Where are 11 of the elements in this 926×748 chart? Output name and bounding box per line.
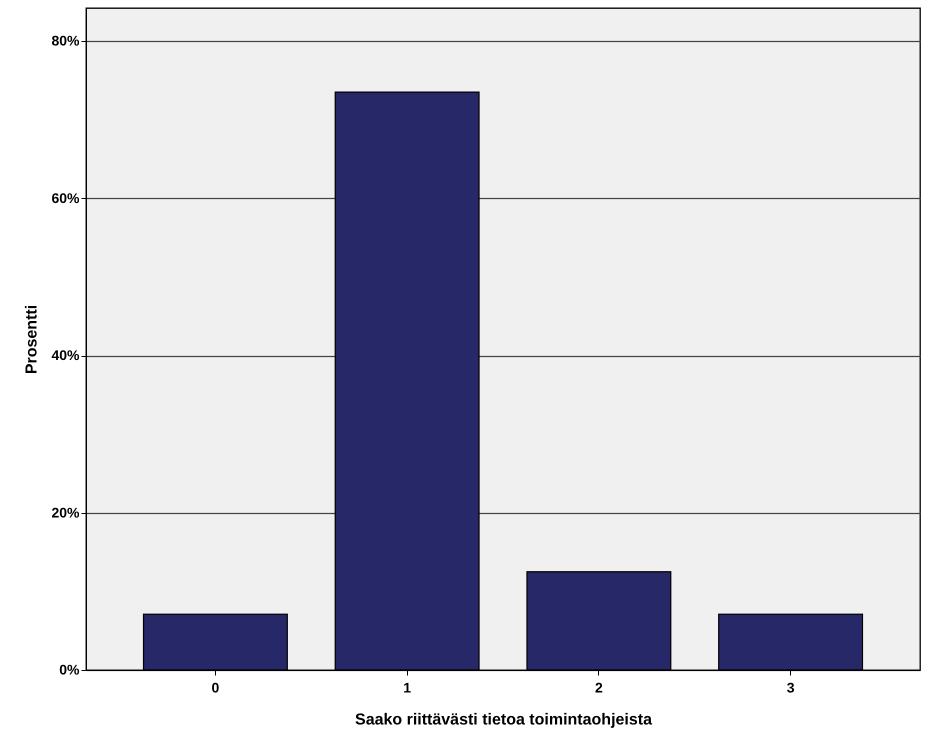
x-tick-label: 2 xyxy=(594,680,603,696)
y-axis-title: Prosentti xyxy=(23,304,40,374)
y-tick-label: 40% xyxy=(51,347,80,364)
y-tick-label: 20% xyxy=(51,504,80,520)
y-tick-label: 0% xyxy=(59,662,80,678)
y-tick-label: 60% xyxy=(51,190,80,206)
x-tick-label: 0 xyxy=(212,680,220,696)
x-tick-label: 3 xyxy=(786,680,795,696)
x-tick-label: 1 xyxy=(403,680,412,696)
x-axis-title: Saako riittävästi tietoa toimintaohjeista xyxy=(355,712,652,728)
y-tick-label: 80% xyxy=(51,32,80,49)
